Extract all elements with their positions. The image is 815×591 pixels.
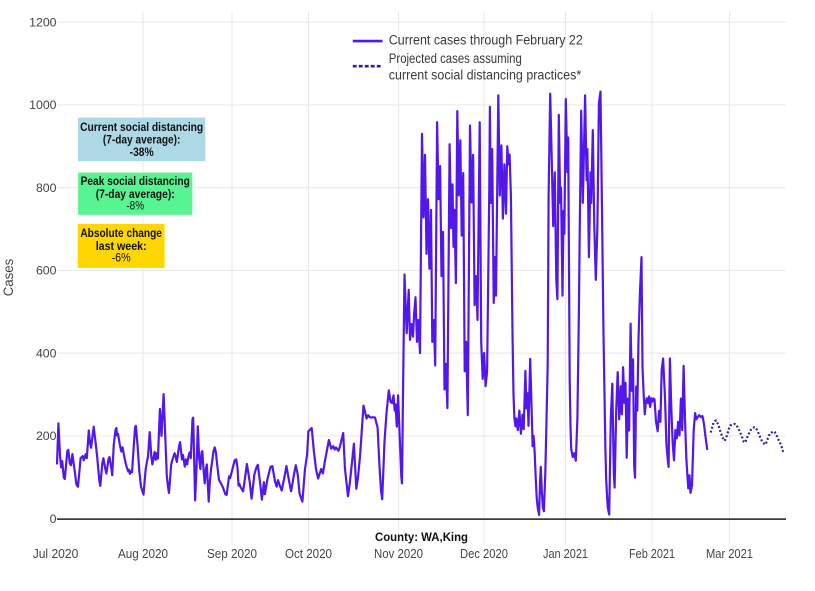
svg-text:-6%: -6% (112, 251, 131, 265)
svg-text:200: 200 (36, 429, 57, 443)
svg-text:Dec 2020: Dec 2020 (460, 546, 508, 561)
svg-text:(7-day average):: (7-day average): (103, 133, 181, 147)
svg-text:Current social distancing: Current social distancing (80, 120, 203, 134)
svg-text:Current cases through February: Current cases through February 22 (389, 33, 583, 48)
svg-text:Jul 2020: Jul 2020 (33, 546, 79, 561)
svg-text:Projected cases assuming: Projected cases assuming (389, 51, 522, 66)
svg-text:Mar 2021: Mar 2021 (706, 546, 753, 561)
svg-text:Oct 2020: Oct 2020 (285, 546, 332, 561)
svg-text:600: 600 (36, 264, 57, 278)
svg-text:County: WA,King: County: WA,King (375, 530, 468, 544)
svg-text:Absolute change: Absolute change (80, 226, 162, 240)
svg-text:-8%: -8% (126, 198, 144, 212)
svg-text:Feb 2021: Feb 2021 (629, 546, 675, 561)
svg-text:Peak social distancing: Peak social distancing (81, 174, 190, 188)
svg-text:0: 0 (50, 512, 57, 526)
svg-text:400: 400 (36, 346, 57, 360)
svg-text:last week:: last week: (96, 239, 147, 253)
svg-text:Jan 2021: Jan 2021 (543, 546, 588, 561)
svg-text:800: 800 (36, 181, 57, 195)
svg-text:Nov 2020: Nov 2020 (374, 546, 423, 561)
svg-text:1200: 1200 (29, 15, 57, 29)
svg-text:Aug 2020: Aug 2020 (118, 546, 168, 561)
svg-text:-38%: -38% (130, 145, 154, 159)
svg-text:current social distancing prac: current social distancing practices* (389, 68, 582, 83)
svg-text:Sep 2020: Sep 2020 (207, 546, 257, 561)
svg-text:1000: 1000 (29, 98, 57, 112)
svg-text:(7-day average):: (7-day average): (96, 187, 175, 201)
svg-text:Cases: Cases (1, 259, 16, 297)
